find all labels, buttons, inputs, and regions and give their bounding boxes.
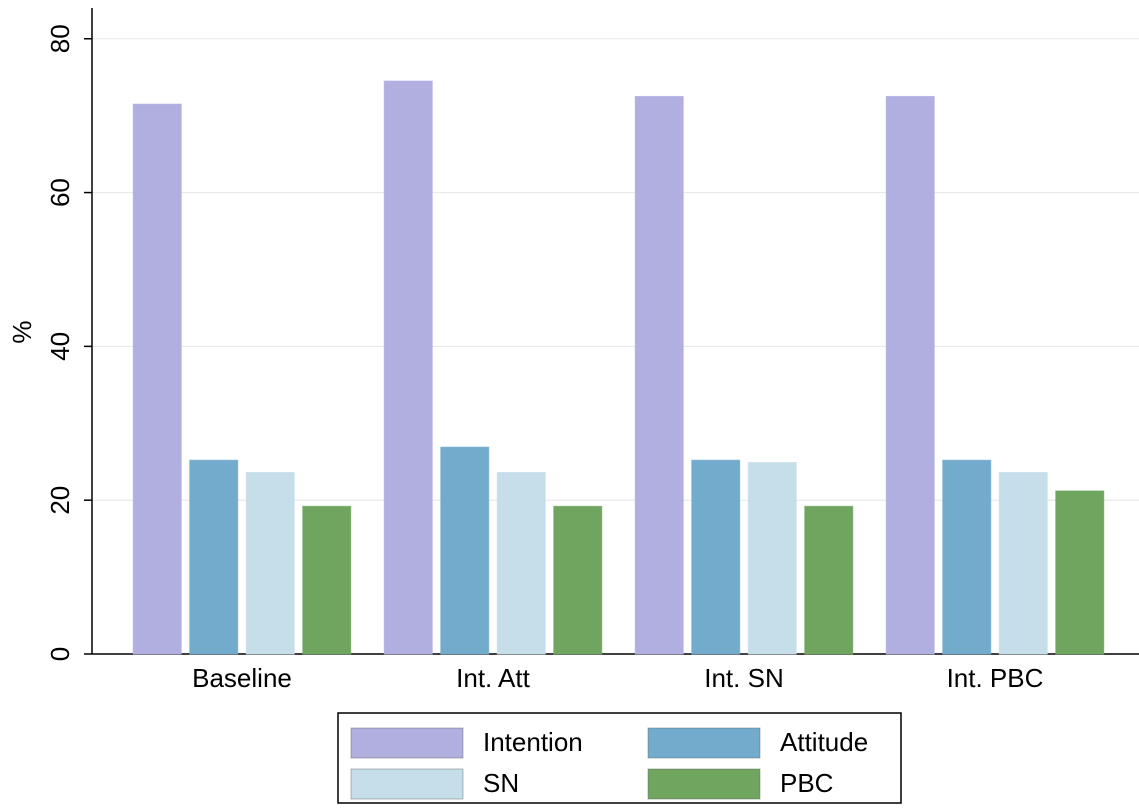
bar xyxy=(245,472,295,655)
bar xyxy=(302,505,352,655)
bar xyxy=(496,472,546,655)
legend-label: PBC xyxy=(780,768,833,798)
legend-swatch xyxy=(350,768,464,800)
x-tick-label: Int. PBC xyxy=(947,663,1044,693)
legend-swatch xyxy=(647,727,761,759)
legend-swatch xyxy=(350,727,464,759)
y-tick-label: 60 xyxy=(45,178,75,207)
bar xyxy=(553,505,603,655)
bar xyxy=(942,459,992,655)
bar xyxy=(691,459,741,655)
bar xyxy=(804,505,854,655)
y-tick-label: 80 xyxy=(45,24,75,53)
bar xyxy=(634,95,684,655)
bar xyxy=(132,103,182,655)
bar xyxy=(440,446,490,655)
legend-label: Intention xyxy=(483,727,583,757)
bar xyxy=(383,80,433,655)
x-tick-label: Baseline xyxy=(192,663,292,693)
y-axis-label: % xyxy=(7,320,37,343)
legend-swatch xyxy=(647,768,761,800)
x-tick-label: Int. Att xyxy=(456,663,530,693)
y-tick-label: 40 xyxy=(45,332,75,361)
bar xyxy=(885,95,935,655)
bar xyxy=(998,472,1048,655)
bar xyxy=(747,462,797,655)
y-tick-label: 0 xyxy=(45,647,75,661)
x-tick-label: Int. SN xyxy=(704,663,783,693)
bar xyxy=(189,459,239,655)
bar xyxy=(1055,490,1105,655)
legend-label: SN xyxy=(483,768,519,798)
legend-label: Attitude xyxy=(780,727,868,757)
y-tick-label: 20 xyxy=(45,486,75,515)
